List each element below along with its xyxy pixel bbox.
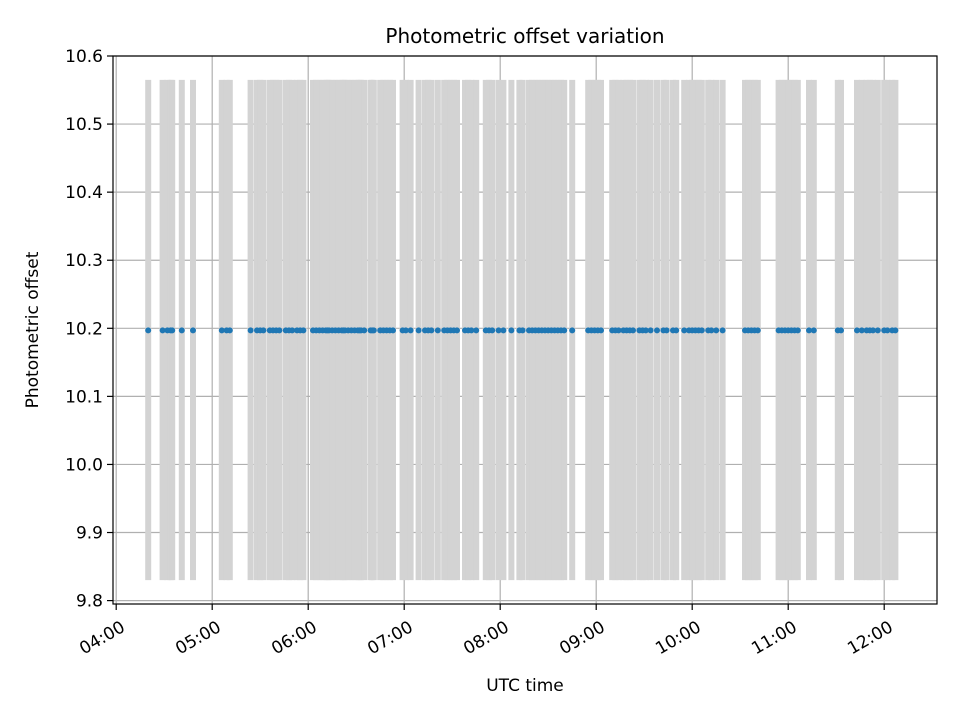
data-point bbox=[838, 327, 844, 334]
data-point bbox=[260, 327, 267, 334]
data-point bbox=[806, 327, 812, 334]
data-point bbox=[708, 327, 715, 334]
data-point bbox=[428, 327, 435, 334]
data-point bbox=[226, 327, 233, 334]
data-point bbox=[370, 327, 377, 334]
y-tick-label: 10.6 bbox=[65, 47, 103, 67]
y-tick-label: 10.1 bbox=[65, 387, 103, 407]
data-point bbox=[247, 327, 254, 334]
data-point bbox=[719, 327, 726, 334]
data-point bbox=[276, 327, 283, 334]
y-tick-label: 10.0 bbox=[65, 455, 103, 475]
data-point bbox=[663, 327, 670, 334]
data-point bbox=[642, 327, 649, 334]
data-point bbox=[289, 327, 296, 334]
data-point bbox=[159, 327, 166, 334]
data-point bbox=[407, 327, 414, 334]
data-point bbox=[698, 327, 705, 334]
data-point bbox=[647, 327, 654, 334]
data-point bbox=[884, 327, 891, 334]
data-point bbox=[810, 327, 817, 334]
data-point bbox=[519, 327, 526, 334]
data-point bbox=[615, 327, 622, 334]
data-point bbox=[169, 327, 176, 334]
y-axis-label: Photometric offset bbox=[23, 251, 43, 408]
chart-title: Photometric offset variation bbox=[385, 24, 664, 48]
data-point bbox=[598, 327, 604, 334]
data-point bbox=[454, 327, 460, 334]
y-tick-label: 10.3 bbox=[65, 251, 103, 271]
y-tick-label: 9.8 bbox=[76, 592, 103, 612]
data-point bbox=[489, 327, 496, 334]
data-points bbox=[145, 327, 899, 334]
data-point bbox=[713, 327, 720, 334]
data-point bbox=[390, 327, 396, 334]
data-point bbox=[468, 327, 475, 334]
y-tick-label: 10.5 bbox=[65, 115, 103, 135]
data-point bbox=[794, 327, 801, 334]
data-point bbox=[300, 327, 307, 334]
data-point bbox=[178, 327, 185, 334]
data-point bbox=[681, 327, 688, 334]
data-point bbox=[415, 327, 422, 334]
plot-frame bbox=[112, 55, 938, 605]
data-point bbox=[870, 327, 876, 334]
data-point bbox=[473, 327, 480, 334]
data-point bbox=[508, 327, 515, 334]
data-point bbox=[190, 327, 196, 334]
data-point bbox=[754, 327, 761, 334]
data-point bbox=[402, 327, 409, 334]
data-point bbox=[145, 327, 152, 334]
y-tick-label: 10.4 bbox=[65, 183, 103, 203]
data-point bbox=[630, 327, 636, 334]
data-point bbox=[569, 327, 576, 334]
y-tick-label: 10.2 bbox=[65, 319, 103, 339]
data-point bbox=[858, 327, 865, 334]
x-axis-label: UTC time bbox=[486, 676, 564, 696]
data-point bbox=[854, 327, 860, 334]
data-point bbox=[434, 327, 441, 334]
y-tick-label: 9.9 bbox=[76, 524, 103, 544]
data-point bbox=[561, 327, 568, 334]
data-point bbox=[500, 327, 507, 334]
data-point bbox=[654, 327, 660, 334]
data-point bbox=[892, 327, 899, 334]
data-point bbox=[495, 327, 502, 334]
data-point bbox=[673, 327, 680, 334]
data-point bbox=[361, 327, 368, 334]
y-axis-ticks: 9.8 9.9 10.0 10.1 10.2 10.3 10.4 10.5 10.6 bbox=[65, 47, 113, 612]
data-point bbox=[218, 327, 225, 334]
data-point bbox=[874, 327, 881, 334]
